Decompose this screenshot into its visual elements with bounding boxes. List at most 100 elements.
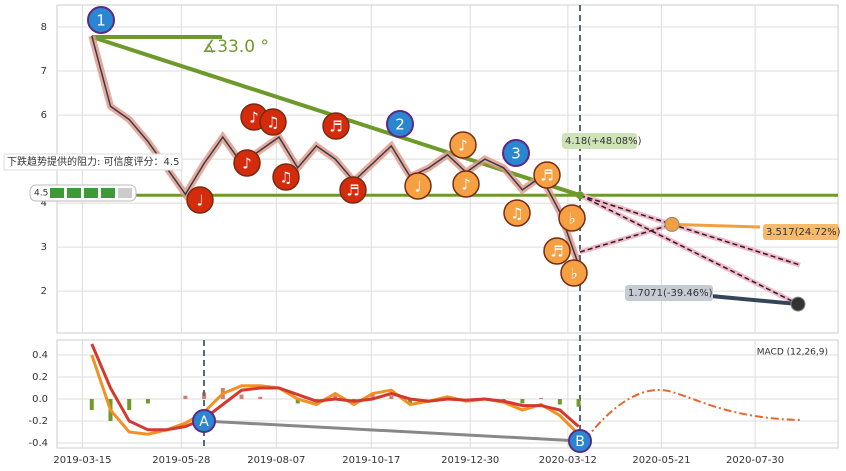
y-tick-label: 0.0 xyxy=(32,394,48,405)
wave-marker xyxy=(502,139,530,167)
y-tick-label: 8 xyxy=(41,22,47,33)
y-tick-label: -0.2 xyxy=(28,416,48,427)
pattern-marker xyxy=(272,163,300,191)
wave-label: 3 xyxy=(511,145,521,163)
score-icon xyxy=(101,188,115,198)
pattern-marker xyxy=(233,149,261,177)
pattern-marker xyxy=(339,176,367,204)
y-tick-label: 7 xyxy=(41,66,47,77)
macd-bar xyxy=(539,397,544,400)
macd-forecast xyxy=(584,388,801,441)
divergence-label: B xyxy=(575,434,585,450)
macd-bar xyxy=(333,393,338,400)
resistance-label: 下跌趋势提供的阻力: 可信度评分：4.5 xyxy=(7,155,179,168)
forecast-label: 1.7071(-39.46%) xyxy=(628,288,713,299)
macd-bar xyxy=(501,399,506,401)
x-tick-label: 2019-05-28 xyxy=(152,455,210,466)
macd-bar xyxy=(576,399,581,407)
wave-marker xyxy=(386,110,414,138)
x-tick-label: 2019-12-30 xyxy=(441,455,499,466)
wave-label: 2 xyxy=(395,116,405,134)
forecast-point xyxy=(576,191,584,200)
macd-bar xyxy=(408,399,413,405)
pattern-symbol: ♪ xyxy=(242,155,252,173)
wave-label: 1 xyxy=(96,12,106,30)
macd-bar xyxy=(295,399,300,404)
pattern-symbol: ♬ xyxy=(540,167,553,185)
pattern-marker xyxy=(449,131,477,159)
pattern-marker xyxy=(404,172,432,200)
divergence-marker xyxy=(568,429,592,453)
forecast-box xyxy=(763,224,839,240)
pattern-marker xyxy=(543,237,571,265)
forecast-box xyxy=(562,133,637,149)
pattern-symbol: ♪ xyxy=(249,109,259,127)
forecast-label: 3.517(24.72%) xyxy=(766,227,841,238)
divergence-marker xyxy=(192,409,216,433)
x-tick-label: 2019-03-15 xyxy=(53,455,111,466)
x-tick-label: 2020-07-30 xyxy=(726,455,784,466)
pattern-marker xyxy=(533,161,561,189)
macd-title: MACD (12,26,9) xyxy=(757,348,828,358)
x-tick-label: 2019-08-07 xyxy=(247,455,305,466)
pattern-symbol: ♫ xyxy=(510,205,523,223)
pattern-marker xyxy=(558,204,586,232)
macd-bar xyxy=(127,399,132,411)
angle-label: ∡33.0 ° xyxy=(202,37,269,57)
pattern-marker xyxy=(503,199,531,227)
pattern-marker xyxy=(560,259,588,287)
y-tick-label: 4 xyxy=(41,198,47,209)
forecast-box xyxy=(625,285,713,301)
score-icon xyxy=(50,188,64,198)
macd-bar xyxy=(183,395,188,400)
pattern-marker xyxy=(259,108,287,136)
pattern-symbol: ♬ xyxy=(550,243,563,261)
pattern-marker xyxy=(322,112,350,140)
pattern-symbol: ♫ xyxy=(279,169,292,187)
macd-bar xyxy=(239,394,244,400)
y-tick-label: 0.4 xyxy=(32,350,48,361)
x-tick-label: 2020-05-21 xyxy=(632,455,690,466)
wave-marker xyxy=(87,6,115,34)
pattern-symbol: ♬ xyxy=(346,182,359,200)
macd-bar xyxy=(89,399,94,411)
pattern-marker xyxy=(452,170,480,198)
y-tick-label: 0.2 xyxy=(32,372,48,383)
macd-bar xyxy=(370,393,375,400)
macd-bar xyxy=(145,399,150,404)
pattern-symbol: ♩ xyxy=(196,192,203,210)
y-tick-label: 2 xyxy=(41,286,47,297)
pattern-symbol: ♭ xyxy=(570,265,577,283)
divergence-label: A xyxy=(199,414,209,430)
y-tick-label: -0.4 xyxy=(28,438,48,449)
forecast-label: 4.18(+48.08%) xyxy=(565,136,642,147)
x-tick-label: 2019-10-17 xyxy=(342,455,400,466)
pattern-symbol: ♭ xyxy=(568,210,575,228)
pattern-symbol: ♪ xyxy=(461,176,471,194)
macd-bar xyxy=(557,399,562,405)
forecast-point xyxy=(664,216,680,232)
pattern-symbol: ♪ xyxy=(458,137,468,155)
pattern-symbol: ♩ xyxy=(414,178,421,196)
macd-bar xyxy=(258,396,263,400)
pattern-symbol: ♫ xyxy=(266,114,279,132)
target-arrow xyxy=(699,293,799,307)
macd-line xyxy=(90,354,580,436)
y-tick-label: 6 xyxy=(41,110,47,121)
pattern-symbol: ♬ xyxy=(329,118,342,136)
score-icon xyxy=(67,188,81,198)
x-tick-label: 2020-03-12 xyxy=(539,455,597,466)
macd-frame xyxy=(56,339,839,449)
score-label: 4.5 xyxy=(34,189,48,199)
macd-bar xyxy=(520,399,525,404)
macd-line xyxy=(90,343,580,432)
y-tick-label: 3 xyxy=(41,242,47,253)
score-icon xyxy=(84,188,98,198)
macd-bar xyxy=(389,395,394,400)
target-arrow xyxy=(671,222,761,229)
score-icon xyxy=(118,188,132,198)
resistance-box xyxy=(3,153,183,171)
divergence-line xyxy=(203,419,581,443)
pattern-marker xyxy=(186,186,214,214)
